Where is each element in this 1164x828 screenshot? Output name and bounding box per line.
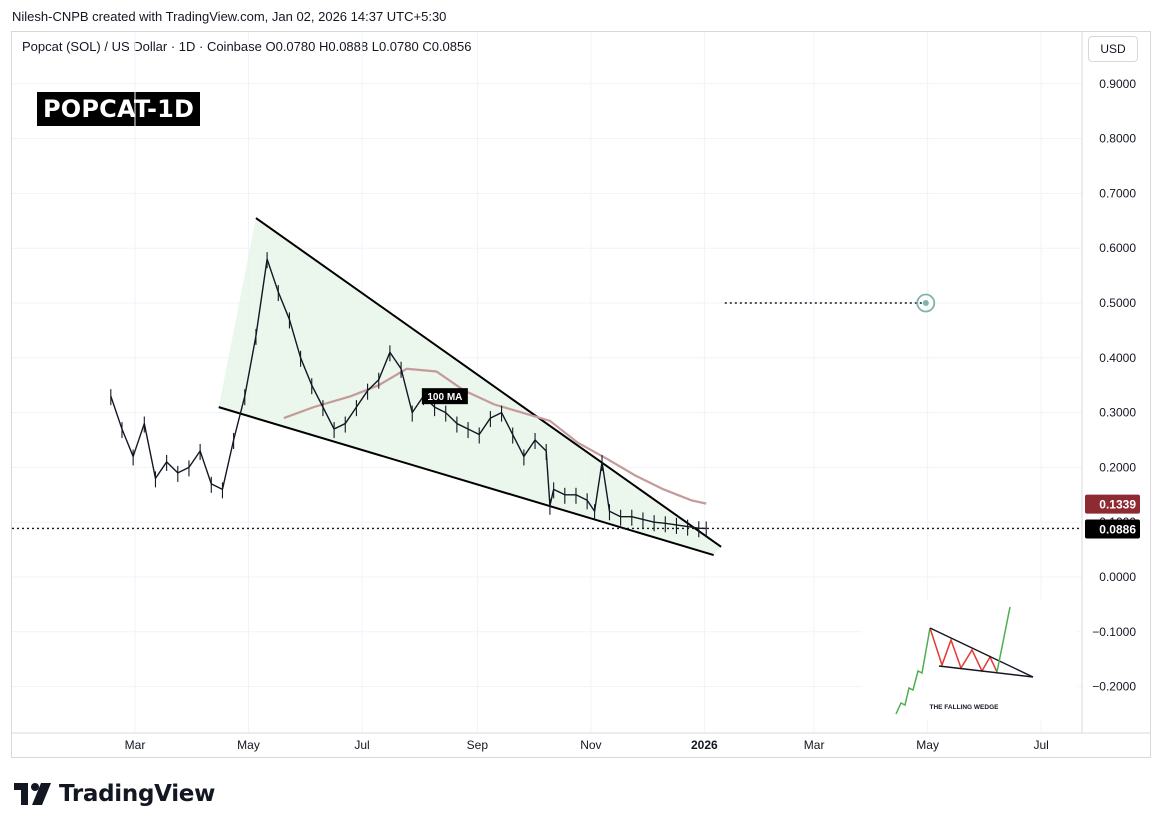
symbol-ohlc-legend[interactable]: Popcat (SOL) / US Dollar · 1D · Coinbase…	[22, 39, 472, 54]
y-axis-tick-label: 0.4000	[1099, 351, 1136, 365]
currency-button[interactable]: USD	[1088, 36, 1138, 62]
x-axis-tick-label: May	[916, 738, 939, 752]
tradingview-logo-icon	[14, 783, 51, 805]
y-axis-tick-label: 0.7000	[1099, 186, 1136, 200]
y-axis-tick-label: −0.2000	[1092, 680, 1136, 694]
x-axis-tick-label: Mar	[804, 738, 825, 752]
moving-average-price-label: 0.1339	[1099, 498, 1136, 512]
y-axis-tick-label: 0.0000	[1099, 570, 1136, 584]
y-axis-tick-label: 0.8000	[1099, 132, 1136, 146]
y-axis-tick-label: 0.5000	[1099, 296, 1136, 310]
tradingview-logo[interactable]: TradingView	[14, 781, 215, 807]
last-price-label: 0.0886	[1099, 522, 1136, 536]
target-marker-ring[interactable]	[916, 293, 936, 313]
x-axis-tick-label: Jul	[354, 738, 369, 752]
moving-average-label-box	[421, 388, 468, 405]
price-label-box	[1085, 494, 1140, 514]
x-axis-tick-label: Mar	[125, 738, 146, 752]
inset-upper-line	[929, 627, 1034, 678]
wedge-upper-trendline[interactable]	[255, 217, 722, 548]
inset-lower-line	[938, 665, 1034, 678]
price-chart[interactable]: 100 MA 0.9000 0.8000 0.7000 0.6000 0.5000 0.40…	[0, 0, 1164, 770]
inset-zigzag-line	[929, 627, 998, 673]
falling-wedge-area	[218, 218, 722, 556]
chart-frame	[11, 31, 1151, 758]
x-axis-tick-label: 2026	[691, 738, 718, 752]
y-axis-tick-label: 0.6000	[1099, 241, 1136, 255]
inset-background	[862, 600, 1077, 720]
inset-breakout-line	[996, 606, 1011, 673]
moving-average-label: 100 MA	[427, 392, 462, 403]
target-marker-dot	[922, 300, 929, 306]
x-axis-tick-label: Nov	[580, 738, 601, 752]
y-axis-tick-label: 0.3000	[1099, 406, 1136, 420]
wedge-lower-trendline[interactable]	[218, 406, 714, 557]
tradingview-logo-text: TradingView	[59, 781, 216, 807]
y-axis-tick-label: 0.2000	[1099, 460, 1136, 474]
y-axis-tick-label: 0.9000	[1099, 77, 1136, 91]
x-axis-tick-label: May	[237, 738, 260, 752]
inset-uptrend-line	[895, 627, 931, 715]
y-axis-tick-label: −0.1000	[1092, 625, 1136, 639]
x-axis-tick-label: Sep	[467, 738, 489, 752]
price-label-box	[1085, 519, 1140, 539]
x-axis-tick-label: Jul	[1033, 738, 1048, 752]
chart-title-badge: POPCAT-1D	[37, 92, 201, 126]
inset-caption: THE FALLING WEDGE	[930, 704, 1000, 711]
moving-average-line[interactable]	[283, 367, 707, 505]
chart-credit: Nilesh-CNPB created with TradingView.com…	[12, 9, 447, 24]
